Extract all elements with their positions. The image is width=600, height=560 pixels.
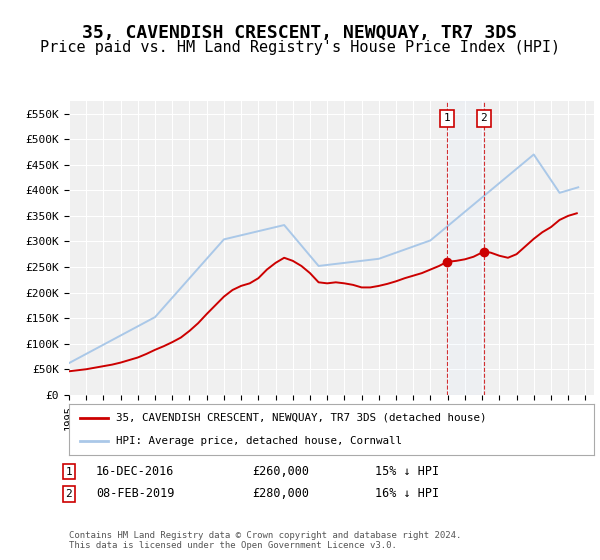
Text: £280,000: £280,000 bbox=[252, 487, 309, 501]
Text: 2: 2 bbox=[481, 114, 487, 123]
Text: 2: 2 bbox=[65, 489, 73, 499]
Bar bbox=[447, 101, 484, 395]
Text: Price paid vs. HM Land Registry's House Price Index (HPI): Price paid vs. HM Land Registry's House … bbox=[40, 40, 560, 55]
Text: 08-FEB-2019: 08-FEB-2019 bbox=[96, 487, 175, 501]
Text: 35, CAVENDISH CRESCENT, NEWQUAY, TR7 3DS (detached house): 35, CAVENDISH CRESCENT, NEWQUAY, TR7 3DS… bbox=[116, 413, 487, 423]
Text: £260,000: £260,000 bbox=[252, 465, 309, 478]
Text: 1: 1 bbox=[443, 114, 451, 123]
Text: HPI: Average price, detached house, Cornwall: HPI: Average price, detached house, Corn… bbox=[116, 436, 402, 446]
Text: Contains HM Land Registry data © Crown copyright and database right 2024.
This d: Contains HM Land Registry data © Crown c… bbox=[69, 530, 461, 550]
Text: 15% ↓ HPI: 15% ↓ HPI bbox=[375, 465, 439, 478]
Text: 16% ↓ HPI: 16% ↓ HPI bbox=[375, 487, 439, 501]
Text: 1: 1 bbox=[65, 466, 73, 477]
Text: 35, CAVENDISH CRESCENT, NEWQUAY, TR7 3DS: 35, CAVENDISH CRESCENT, NEWQUAY, TR7 3DS bbox=[83, 24, 517, 42]
Text: 16-DEC-2016: 16-DEC-2016 bbox=[96, 465, 175, 478]
